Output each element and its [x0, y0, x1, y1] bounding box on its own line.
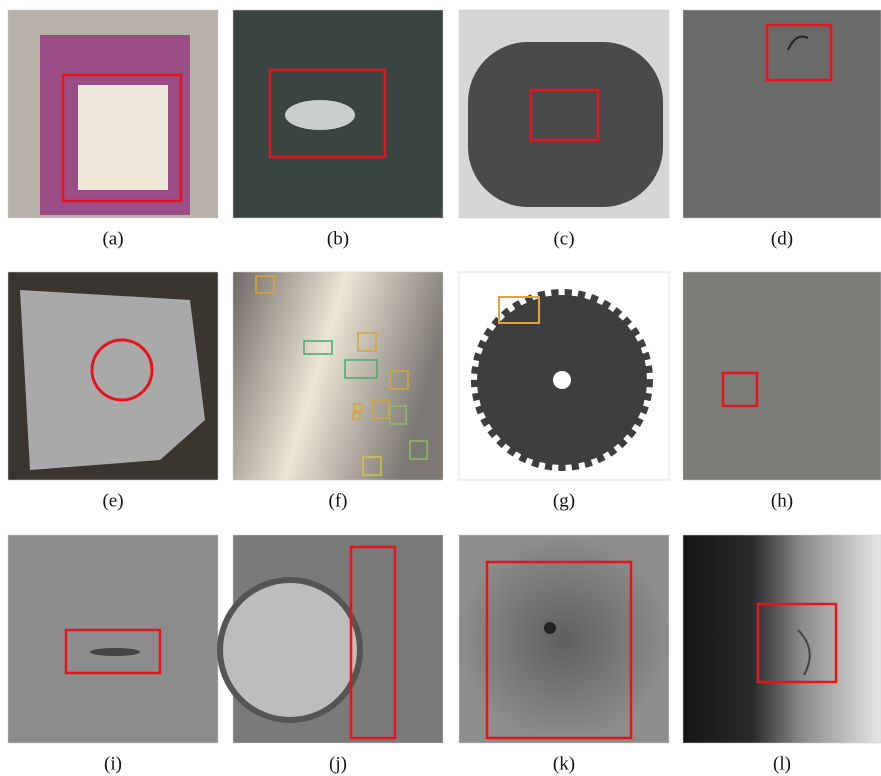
panel: (i): [8, 535, 218, 774]
panel: (c): [459, 10, 669, 249]
pad: [78, 85, 168, 190]
panel-label: (c): [553, 228, 574, 249]
panel-label: (k): [553, 753, 575, 774]
panel-label: (i): [104, 753, 122, 774]
figure: (a) (b) (c) (d) (e) (f) (g) (h) (i) (j) (k) (l): [0, 0, 881, 776]
hub: [553, 371, 571, 389]
panel-image: [233, 272, 443, 480]
panel-label: (b): [327, 228, 349, 249]
panel-label: (f): [329, 490, 348, 511]
panel-label: (d): [771, 228, 793, 249]
panel: (h): [683, 272, 881, 511]
panel-image: [683, 272, 881, 480]
panel-label: (g): [553, 490, 575, 511]
panel-image: [8, 535, 218, 743]
panel: (b): [233, 10, 443, 249]
defect: [90, 648, 140, 656]
panel: (a): [8, 10, 218, 249]
panel-label: (a): [102, 228, 123, 249]
panel-image: [459, 535, 669, 743]
panel: (d): [683, 10, 881, 249]
panels: (a) (b) (c) (d) (e) (f) (g) (h) (i) (j) (k) (l): [8, 10, 881, 774]
panel: (e): [8, 272, 218, 511]
panel-label: (l): [773, 753, 791, 774]
panel: (g): [459, 272, 669, 511]
casting: [20, 290, 205, 470]
panel-label: (e): [102, 490, 123, 511]
panel-image: [683, 10, 881, 218]
panel: (f): [233, 272, 443, 511]
panel: (l): [683, 535, 881, 774]
defect: [285, 100, 355, 130]
panel-label: (h): [771, 490, 793, 511]
panel-label: (j): [329, 753, 347, 774]
defect: [544, 622, 556, 634]
panel: (k): [459, 535, 669, 774]
panel-image: [683, 535, 881, 743]
hub: [220, 580, 360, 720]
part: [468, 42, 663, 207]
panel: (j): [220, 535, 443, 774]
